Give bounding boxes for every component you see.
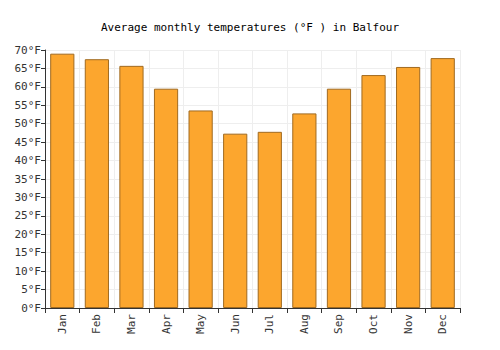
svg-text:40°F: 40°F [15, 154, 42, 167]
svg-text:50°F: 50°F [15, 117, 42, 130]
svg-text:Feb: Feb [90, 314, 103, 334]
svg-text:55°F: 55°F [15, 99, 42, 112]
svg-text:0°F: 0°F [21, 302, 41, 315]
svg-text:Aug: Aug [298, 314, 311, 334]
svg-text:May: May [194, 314, 207, 334]
svg-text:Jul: Jul [263, 314, 276, 334]
svg-text:25°F: 25°F [15, 209, 42, 222]
svg-text:70°F: 70°F [15, 44, 42, 57]
svg-text:60°F: 60°F [15, 80, 42, 93]
svg-text:Mar: Mar [125, 314, 138, 334]
svg-text:Oct: Oct [367, 314, 380, 334]
svg-text:Jun: Jun [229, 314, 242, 334]
svg-text:30°F: 30°F [15, 191, 42, 204]
svg-text:Nov: Nov [402, 314, 415, 334]
svg-text:Apr: Apr [160, 314, 173, 334]
svg-text:Jan: Jan [56, 314, 69, 334]
svg-text:Dec: Dec [436, 314, 449, 334]
svg-text:15°F: 15°F [15, 246, 42, 259]
svg-text:20°F: 20°F [15, 228, 42, 241]
svg-text:35°F: 35°F [15, 173, 42, 186]
svg-text:65°F: 65°F [15, 62, 42, 75]
svg-text:10°F: 10°F [15, 265, 42, 278]
svg-text:Average monthly temperatures (: Average monthly temperatures (°F ) in Ba… [101, 21, 399, 34]
svg-text:Sep: Sep [332, 314, 345, 334]
svg-text:5°F: 5°F [21, 283, 41, 296]
svg-text:45°F: 45°F [15, 136, 42, 149]
